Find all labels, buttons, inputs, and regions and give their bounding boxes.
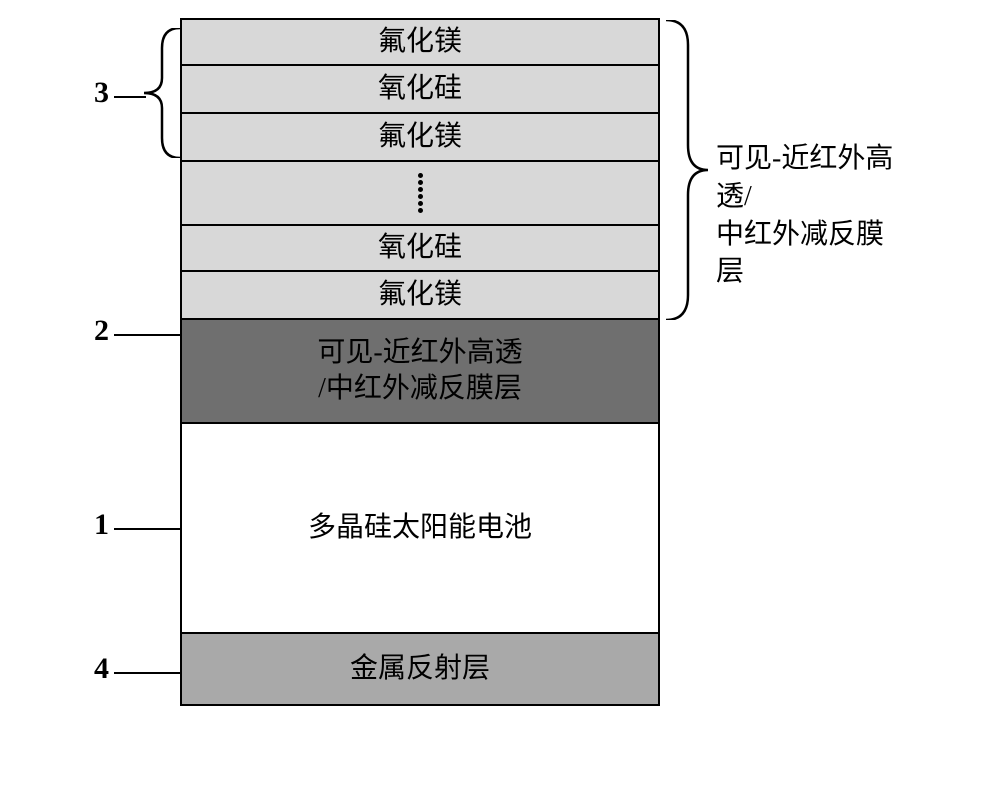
right-bracket-label: 可见-近红外高透/ 中红外减反膜层: [716, 140, 910, 291]
leader-4: [114, 672, 180, 674]
layer-text: 金属反射层: [350, 651, 490, 687]
label-2: 2: [94, 314, 109, 348]
leader-3: [114, 96, 146, 98]
label-3: 3: [94, 76, 109, 110]
layer-text: 可见-近红外高透 /中红外减反膜层: [317, 335, 522, 408]
diagram-container: 可见-近红外高透/ 中红外减反膜层 3 2 1 4 氟化镁 氧化硅 氟化镁: [90, 18, 910, 788]
layer-mgf2-bottom: 氟化镁: [180, 272, 660, 320]
layer-sio2-1: 氧化硅: [180, 66, 660, 114]
layer-stack: 氟化镁 氧化硅 氟化镁 氧化硅 氟化镁 可见-近: [180, 18, 660, 706]
leader-1: [114, 528, 180, 530]
label-4: 4: [94, 652, 109, 686]
right-label-line1: 可见-近红外高透/ 中红外减反膜层: [716, 143, 893, 287]
left-brace: [144, 28, 180, 158]
label-1: 1: [94, 508, 109, 542]
layer-text: 氧化硅: [378, 71, 462, 107]
right-brace: [666, 20, 708, 320]
ellipsis-row: [180, 162, 660, 224]
layer-text: 氟化镁: [378, 119, 462, 155]
layer-text: 氟化镁: [378, 24, 462, 60]
layer-mgf2-top: 氟化镁: [180, 18, 660, 66]
leader-2: [114, 334, 180, 336]
layer-text: 多晶硅太阳能电池: [308, 510, 532, 546]
solar-cell-layer: 多晶硅太阳能电池: [180, 424, 660, 634]
layer-text: 氧化硅: [378, 230, 462, 266]
metal-reflect-layer: 金属反射层: [180, 634, 660, 706]
layer-text: 氟化镁: [378, 277, 462, 313]
layer-sio2-2: 氧化硅: [180, 224, 660, 272]
dark-film-layer: 可见-近红外高透 /中红外减反膜层: [180, 320, 660, 424]
layer-mgf2-2: 氟化镁: [180, 114, 660, 162]
